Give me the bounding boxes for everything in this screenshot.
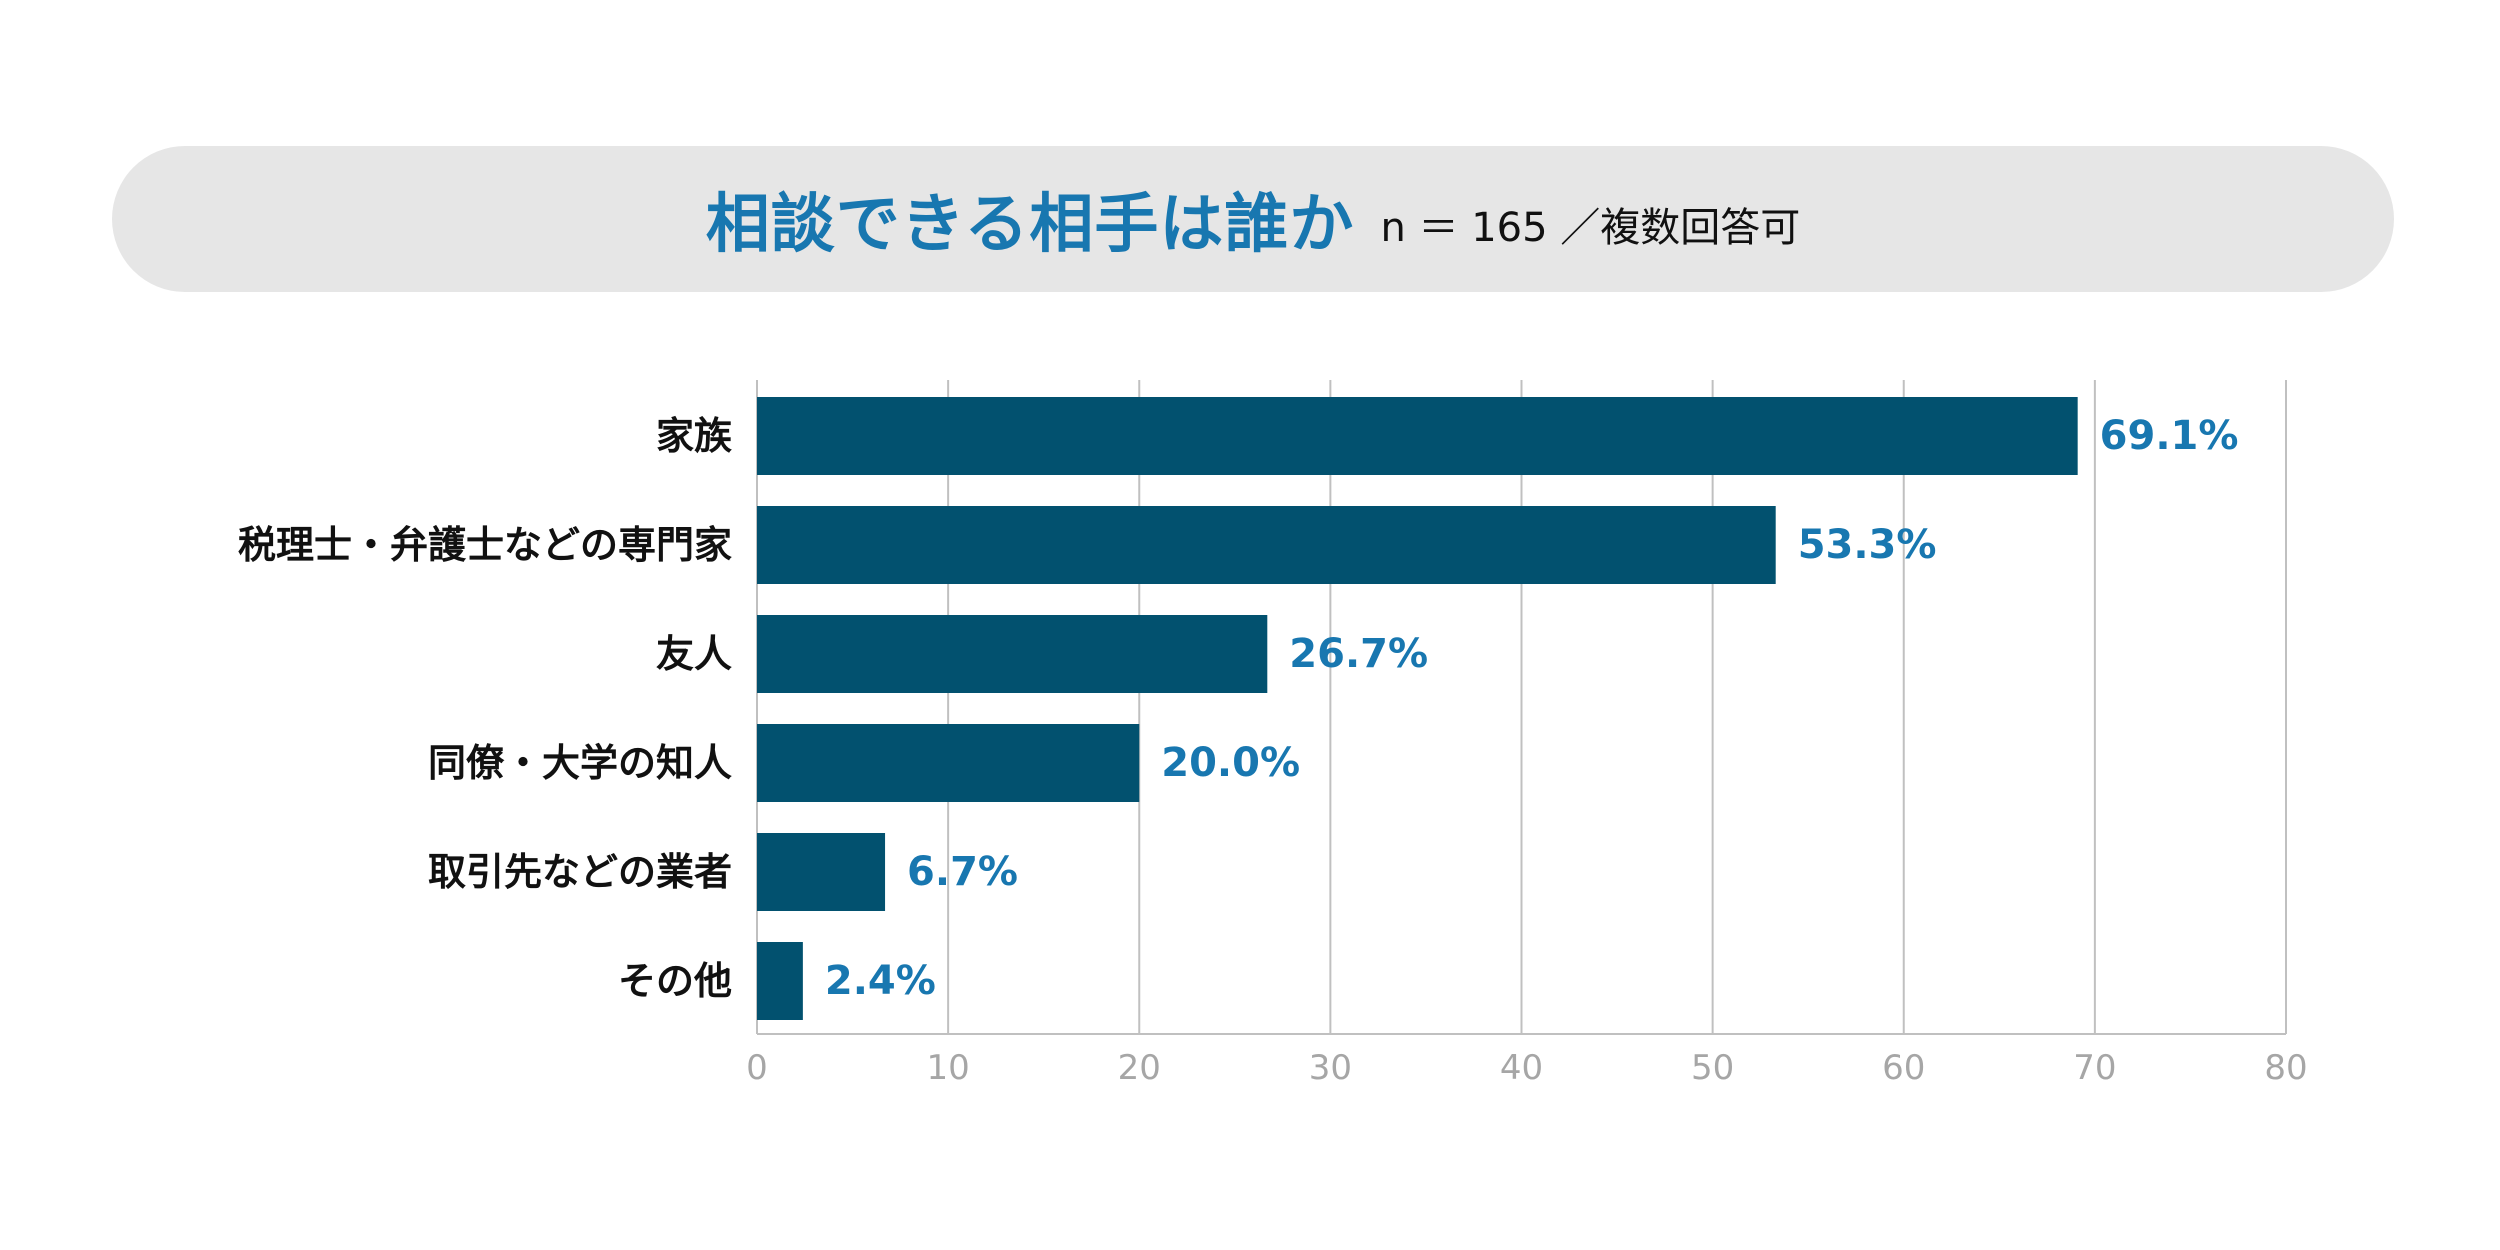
x-tick-label-60: 60 xyxy=(1882,1048,1925,1088)
value-label-1: 53.3% xyxy=(1798,522,1937,568)
x-tick-label-70: 70 xyxy=(2073,1048,2116,1088)
bar-5 xyxy=(757,942,803,1020)
bars xyxy=(757,397,2078,1020)
grid-lines xyxy=(756,380,2287,1035)
bar-4 xyxy=(757,833,886,911)
category-label-5: その他 xyxy=(618,959,732,1003)
x-tick-label-80: 80 xyxy=(2264,1048,2307,1088)
value-label-4: 6.7% xyxy=(907,849,1018,895)
value-label-2: 26.7% xyxy=(1289,631,1428,677)
chart-title: 相談できる相手は誰か xyxy=(705,188,1355,262)
x-tick-label-0: 0 xyxy=(746,1048,768,1088)
value-label-0: 69.1% xyxy=(2100,413,2239,459)
chart-subtitle: n ＝ 165 ／複数回答可 xyxy=(1380,205,1801,251)
x-tick-label-10: 10 xyxy=(926,1048,969,1088)
category-label-1: 税理士・弁護士などの専門家 xyxy=(238,523,732,567)
category-label-2: 友人 xyxy=(656,632,732,676)
x-tick-label-50: 50 xyxy=(1691,1048,1734,1088)
labels: 家族 69.1% 税理士・弁護士などの専門家 53.3% 友人 26.7% 同僚・大学の知人… xyxy=(238,413,2238,1004)
bar-1 xyxy=(757,506,1776,584)
bar-3 xyxy=(757,724,1140,802)
x-tick-label-20: 20 xyxy=(1118,1048,1161,1088)
category-label-3: 同僚・大学の知人 xyxy=(428,741,732,785)
value-label-3: 20.0% xyxy=(1161,740,1300,786)
category-label-4: 取引先などの業者 xyxy=(428,850,732,894)
category-label-0: 家族 xyxy=(656,414,732,458)
value-label-5: 2.4% xyxy=(825,958,936,1004)
title-banner: 相談できる相手は誰か n ＝ 165 ／複数回答可 xyxy=(112,146,2394,292)
x-axis-ticks: 0 10 20 30 40 50 60 70 80 xyxy=(746,1048,2307,1088)
x-tick-label-40: 40 xyxy=(1500,1048,1543,1088)
bar-0 xyxy=(757,397,2078,475)
bar-2 xyxy=(757,615,1268,693)
x-tick-label-30: 30 xyxy=(1309,1048,1352,1088)
